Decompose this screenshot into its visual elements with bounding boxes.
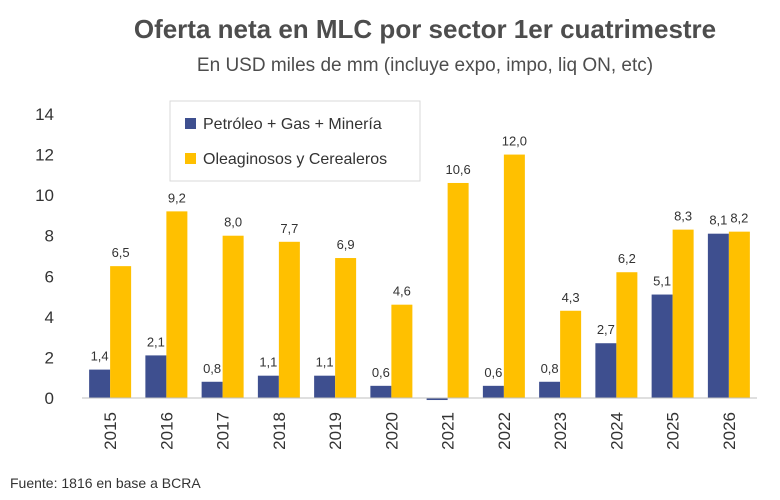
y-tick-label: 10 xyxy=(35,186,54,205)
legend-label-oleaginosos: Oleaginosos y Cerealeros xyxy=(203,151,387,168)
bar-petroleo xyxy=(201,381,223,398)
data-label: 4,3 xyxy=(562,290,580,305)
data-label: 1,4 xyxy=(91,349,109,364)
bar-oleaginosos xyxy=(110,266,132,398)
bar-petroleo xyxy=(426,398,448,401)
x-tick-label: 2017 xyxy=(214,412,233,450)
bar-oleaginosos xyxy=(391,304,413,398)
data-label: 5,1 xyxy=(653,274,671,289)
legend-box xyxy=(169,100,421,182)
x-tick-label: 2018 xyxy=(270,412,289,450)
x-tick-label: 2024 xyxy=(607,412,626,450)
bar-petroleo xyxy=(145,355,167,398)
bars xyxy=(89,154,750,401)
bar-oleaginosos xyxy=(335,258,357,398)
y-tick-label: 2 xyxy=(45,348,54,367)
data-label: 0,8 xyxy=(203,361,221,376)
y-tick-label: 14 xyxy=(35,105,54,124)
bar-petroleo xyxy=(257,375,279,398)
data-label: 8,0 xyxy=(224,215,242,230)
data-label: 8,1 xyxy=(709,213,727,228)
data-label: 9,2 xyxy=(168,190,186,205)
bar-oleaginosos xyxy=(447,182,469,398)
data-label: 12,0 xyxy=(502,134,527,149)
bar-oleaginosos xyxy=(503,154,525,398)
data-labels: 1,4 6,5 2,1 9,2 0,8 8,0 1,1 7,7 1,1 6,9 0,6 4,6 10,6… xyxy=(91,134,749,380)
y-tick-label: 4 xyxy=(45,308,54,327)
y-tick-label: 0 xyxy=(45,389,54,408)
data-label: 6,5 xyxy=(112,245,130,260)
data-label: 10,6 xyxy=(445,162,470,177)
bar-oleaginosos xyxy=(728,231,750,398)
x-tick-label: 2025 xyxy=(664,412,683,450)
bar-petroleo xyxy=(707,233,729,398)
data-label: 2,1 xyxy=(147,334,165,349)
y-tick-label: 8 xyxy=(45,227,54,246)
legend-swatch-oleaginosos xyxy=(185,153,196,164)
x-tick-label: 2021 xyxy=(439,412,458,450)
bar-oleaginosos xyxy=(278,241,300,398)
y-tick-label: 12 xyxy=(35,146,54,165)
bar-oleaginosos xyxy=(616,272,638,398)
source-note: Fuente: 1816 en base a BCRA xyxy=(10,475,201,491)
data-label: 0,6 xyxy=(372,365,390,380)
bar-oleaginosos xyxy=(672,229,694,398)
x-tick-label: 2023 xyxy=(551,412,570,450)
bar-petroleo xyxy=(89,369,111,398)
data-label: 8,2 xyxy=(730,211,748,226)
bar-oleaginosos xyxy=(560,310,582,398)
data-label: 6,2 xyxy=(618,251,636,266)
data-label: 8,3 xyxy=(674,209,692,224)
bar-petroleo xyxy=(595,343,617,398)
data-label: 2,7 xyxy=(597,322,615,337)
bar-oleaginosos xyxy=(222,235,244,398)
y-axis: 0 2 4 6 8 10 12 14 xyxy=(35,105,54,408)
x-tick-label: 2026 xyxy=(720,412,739,450)
legend: Petróleo + Gas + Minería Oleaginosos y C… xyxy=(169,100,421,182)
data-label: 1,1 xyxy=(316,355,334,370)
legend-label-petroleo: Petróleo + Gas + Minería xyxy=(203,116,382,133)
data-label: 0,6 xyxy=(484,365,502,380)
data-label: 7,7 xyxy=(280,221,298,236)
legend-swatch-petroleo xyxy=(185,118,196,129)
bar-petroleo xyxy=(539,381,561,398)
chart-subtitle: En USD miles de mm (incluye expo, impo, … xyxy=(197,55,653,76)
bar-petroleo xyxy=(651,294,673,398)
bar-oleaginosos xyxy=(166,211,188,398)
x-tick-label: 2015 xyxy=(101,412,120,450)
x-tick-label: 2022 xyxy=(495,412,514,450)
data-label: 1,1 xyxy=(259,355,277,370)
bar-petroleo xyxy=(314,375,336,398)
x-axis: 2015 2016 2017 2018 2019 2020 2021 2022 2023 2024… xyxy=(101,412,739,450)
y-tick-label: 6 xyxy=(45,267,54,286)
bar-petroleo xyxy=(482,385,504,398)
x-tick-label: 2016 xyxy=(157,412,176,450)
x-tick-label: 2019 xyxy=(326,412,345,450)
data-label: 4,6 xyxy=(393,284,411,299)
bar-petroleo xyxy=(370,385,392,398)
chart-title: Oferta neta en MLC por sector 1er cuatri… xyxy=(134,14,716,44)
data-label: 6,9 xyxy=(337,237,355,252)
x-tick-label: 2020 xyxy=(382,412,401,450)
data-label: 0,8 xyxy=(541,361,559,376)
